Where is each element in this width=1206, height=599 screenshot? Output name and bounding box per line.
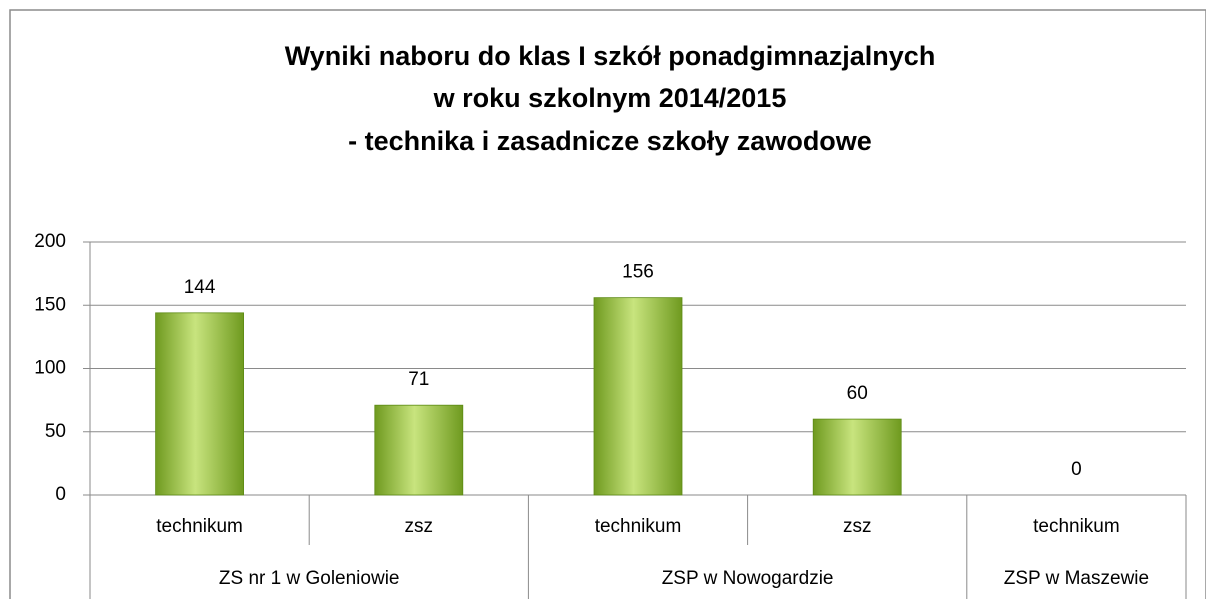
data-label: 71 xyxy=(408,369,429,390)
x-tick-label: technikum xyxy=(156,516,243,537)
data-label: 144 xyxy=(184,277,216,298)
y-tick-label: 50 xyxy=(45,421,66,442)
data-label: 156 xyxy=(622,262,654,283)
y-tick-label: 150 xyxy=(34,294,66,315)
x-tick-label: technikum xyxy=(1033,516,1120,537)
bar xyxy=(155,312,245,496)
bar xyxy=(812,418,902,496)
data-label: 0 xyxy=(1071,459,1082,480)
group-label: ZSP w Nowogardzie xyxy=(662,568,834,589)
y-tick-label: 0 xyxy=(55,484,66,505)
x-tick-label: zsz xyxy=(843,516,872,537)
chart-title: Wyniki naboru do klas I szkół ponadgimna… xyxy=(285,41,936,71)
bar xyxy=(593,297,683,496)
group-label: ZS nr 1 w Goleniowie xyxy=(219,568,400,589)
chart-title: - technika i zasadnicze szkoły zawodowe xyxy=(348,126,872,156)
chart-title: w roku szkolnym 2014/2015 xyxy=(433,83,787,113)
group-label: ZSP w Maszewie xyxy=(1004,568,1149,589)
y-tick-label: 100 xyxy=(34,358,66,379)
data-label: 60 xyxy=(847,383,868,404)
x-tick-label: technikum xyxy=(595,516,682,537)
y-tick-label: 200 xyxy=(34,231,66,252)
bar xyxy=(374,404,464,496)
x-tick-label: zsz xyxy=(405,516,434,537)
